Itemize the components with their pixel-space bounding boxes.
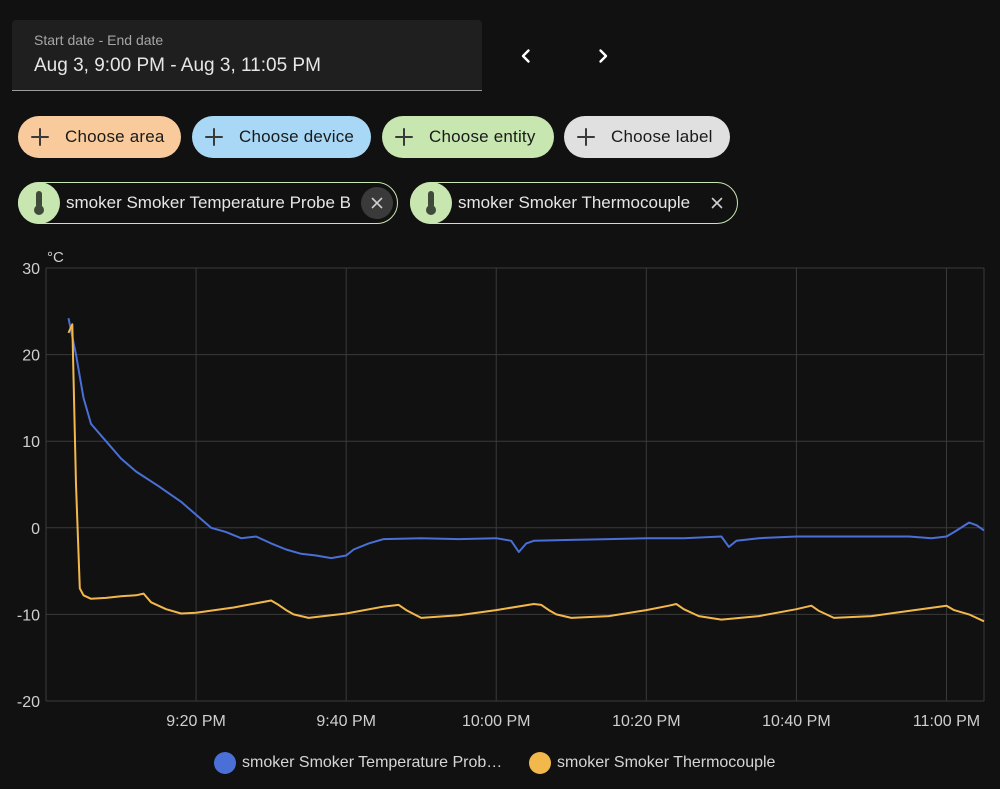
legend-label: smoker Smoker Temperature Prob…	[242, 754, 503, 771]
remove-entity-button[interactable]	[701, 187, 733, 219]
x-tick-label: 10:00 PM	[462, 713, 530, 730]
y-axis-unit: °C	[47, 249, 64, 266]
choose-area-button[interactable]: Choose area	[18, 116, 181, 158]
x-tick-label: 9:40 PM	[316, 713, 376, 730]
choose-area-label: Choose area	[65, 127, 165, 146]
plus-icon	[205, 128, 223, 146]
next-range-button[interactable]	[583, 36, 623, 76]
thermometer-icon	[426, 191, 436, 215]
legend-swatch	[529, 752, 551, 774]
choose-label-label: Choose label	[611, 127, 713, 146]
entity-label: smoker Smoker Temperature Probe B	[66, 193, 352, 212]
choose-entity-button[interactable]: Choose entity	[382, 116, 554, 158]
y-tick-label: 10	[22, 434, 40, 451]
chart-axes: 30 20 10 0 -10 -20 9:20 PM 9:40 PM 10:00 PM 10:20…	[17, 249, 980, 730]
entity-icon-wrap	[410, 182, 452, 224]
x-tick-label: 9:20 PM	[166, 713, 226, 730]
choose-device-label: Choose device	[239, 127, 355, 146]
chevron-left-icon	[521, 49, 530, 63]
y-tick-label: 20	[22, 348, 40, 365]
date-range-label: Start date - End date	[34, 32, 164, 48]
chevron-right-icon	[599, 49, 608, 63]
legend-swatch	[214, 752, 236, 774]
x-tick-label: 10:20 PM	[612, 713, 680, 730]
y-tick-label: -20	[17, 694, 40, 711]
close-icon	[371, 197, 383, 209]
chart-grid	[45, 267, 985, 702]
remove-entity-button[interactable]	[361, 187, 393, 219]
y-tick-label: -10	[17, 607, 40, 624]
entity-chip-thermocouple: smoker Smoker Thermocouple	[410, 182, 738, 224]
y-tick-label: 0	[31, 521, 40, 538]
previous-range-button[interactable]	[506, 36, 546, 76]
choose-device-button[interactable]: Choose device	[192, 116, 371, 158]
x-tick-label: 11:00 PM	[913, 713, 980, 730]
plus-icon	[31, 128, 49, 146]
plus-icon	[395, 128, 413, 146]
series-line-2	[67, 323, 985, 623]
entity-chip-probe-b: smoker Smoker Temperature Probe B	[18, 182, 398, 224]
close-icon	[711, 197, 723, 209]
chart-series	[67, 317, 985, 623]
choose-label-button[interactable]: Choose label	[564, 116, 730, 158]
thermometer-icon	[34, 191, 44, 215]
date-range-value: Aug 3, 9:00 PM - Aug 3, 11:05 PM	[34, 55, 321, 76]
legend-item-probe-b[interactable]: smoker Smoker Temperature Prob…	[214, 752, 502, 774]
history-chart: 30 20 10 0 -10 -20 9:20 PM 9:40 PM 10:00 PM 10:20…	[17, 249, 985, 730]
legend-item-thermocouple[interactable]: smoker Smoker Thermocouple	[529, 752, 775, 774]
y-tick-label: 30	[22, 261, 40, 278]
choose-entity-label: Choose entity	[429, 127, 536, 146]
series-line-1	[67, 317, 985, 560]
plus-icon	[577, 128, 595, 146]
entity-icon-wrap	[18, 182, 60, 224]
x-tick-label: 10:40 PM	[762, 713, 830, 730]
entity-label: smoker Smoker Thermocouple	[458, 193, 691, 212]
legend-label: smoker Smoker Thermocouple	[557, 754, 776, 771]
date-range-picker[interactable]: Start date - End date Aug 3, 9:00 PM - A…	[12, 20, 482, 91]
